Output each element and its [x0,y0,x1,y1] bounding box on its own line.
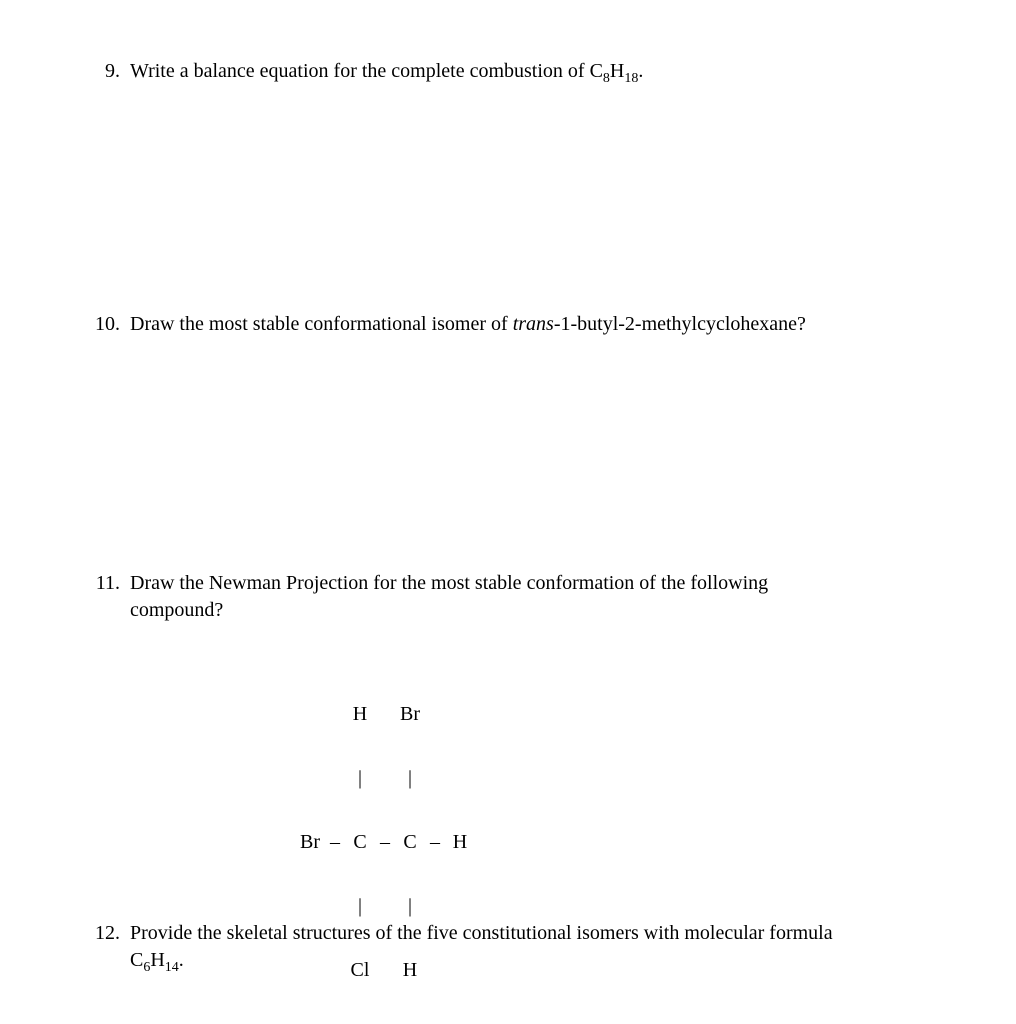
struct-row-1: H Br [290,702,480,726]
cell: Br [295,832,325,852]
cell: H [445,832,475,852]
question-12: 12. Provide the skeletal structures of t… [120,920,906,974]
question-text: Provide the skeletal structures of the f… [130,920,906,974]
q12-sub2: 14 [165,960,179,975]
q9-text-before: Write a balance equation for the complet… [130,60,603,82]
cell: H [345,704,375,724]
q9-after: . [638,60,643,82]
q10-italic: trans [513,313,554,335]
question-9: 9. Write a balance equation for the comp… [120,58,906,85]
q9-sub1: 8 [603,71,610,86]
cell: | [345,768,375,788]
q12-formula-c: C [130,949,143,971]
struct-row-3: Br – C – C – H [290,830,480,854]
cell: | [395,768,425,788]
cell: | [345,896,375,916]
cell: – [325,832,345,852]
cell: C [345,832,375,852]
struct-row-4: | | [290,894,480,918]
page: 9. Write a balance equation for the comp… [0,0,1016,1024]
q12-formula-h: H [150,949,164,971]
q9-mid: H [610,60,624,82]
q12-text-before: Provide the skeletal structures of the f… [130,922,833,944]
q11-line1: Draw the Newman Projection for the most … [130,572,768,594]
question-number: 10. [85,311,128,338]
q10-after: -1-butyl-2-methylcyclohexane? [554,313,806,335]
question-10: 10. Draw the most stable conformational … [120,311,906,338]
question-11: 11. Draw the Newman Projection for the m… [120,570,906,624]
cell: Br [395,704,425,724]
question-text: Draw the most stable conformational isom… [130,311,906,338]
cell: C [395,832,425,852]
cell: – [425,832,445,852]
struct-row-2: | | [290,766,480,790]
question-number: 9. [85,58,128,85]
cell: – [375,832,395,852]
question-number: 11. [85,570,128,597]
cell: | [395,896,425,916]
q11-line2: compound? [130,599,223,621]
q10-before: Draw the most stable conformational isom… [130,313,513,335]
question-number: 12. [85,920,128,947]
q12-after: . [179,949,184,971]
question-text: Write a balance equation for the complet… [130,58,906,85]
q9-sub2: 18 [624,71,638,86]
question-text: Draw the Newman Projection for the most … [130,570,906,624]
